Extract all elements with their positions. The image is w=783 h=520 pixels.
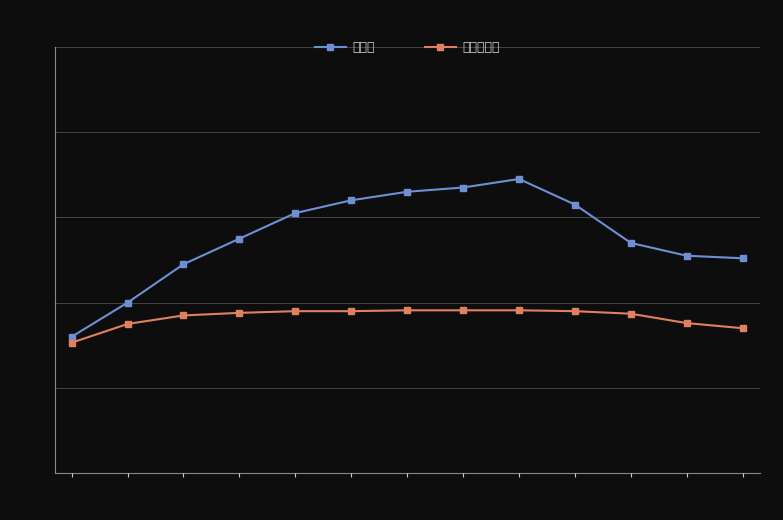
非正規雇用	[347, 308, 356, 314]
正社員	[179, 261, 188, 267]
正社員	[347, 197, 356, 203]
非正規雇用	[67, 340, 76, 346]
非正規雇用	[290, 308, 300, 314]
非正規雇用	[738, 325, 748, 331]
正社員	[235, 236, 244, 242]
非正規雇用	[626, 310, 636, 317]
非正規雇用	[570, 308, 579, 314]
非正規雇用	[402, 307, 412, 314]
Legend: 正社員, 非正規雇用: 正社員, 非正規雇用	[309, 36, 505, 59]
Line: 正社員: 正社員	[69, 176, 745, 340]
正社員	[570, 201, 579, 207]
正社員	[738, 255, 748, 262]
正社員	[67, 334, 76, 340]
正社員	[123, 300, 132, 306]
非正規雇用	[514, 307, 524, 314]
正社員	[402, 189, 412, 195]
正社員	[514, 176, 524, 182]
非正規雇用	[123, 321, 132, 327]
正社員	[458, 185, 467, 191]
非正規雇用	[179, 313, 188, 319]
正社員	[290, 210, 300, 216]
正社員	[626, 240, 636, 246]
非正規雇用	[682, 320, 691, 326]
非正規雇用	[458, 307, 467, 314]
Line: 非正規雇用: 非正規雇用	[69, 307, 745, 345]
正社員	[682, 253, 691, 259]
非正規雇用	[235, 310, 244, 316]
